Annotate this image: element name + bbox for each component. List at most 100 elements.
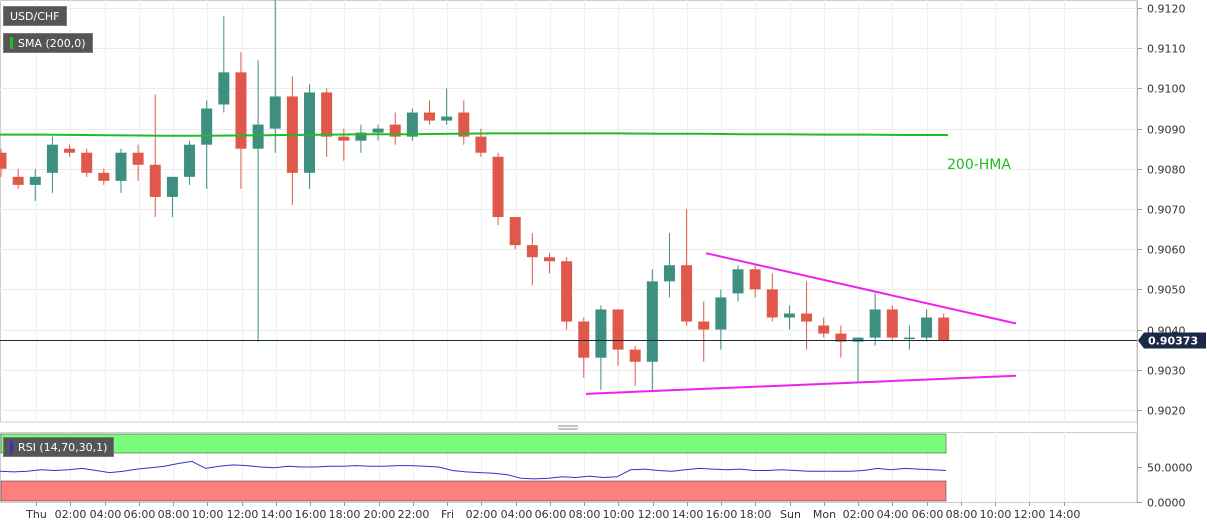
x-tick-label: 06:00 — [912, 508, 944, 521]
candle-body-up — [184, 144, 196, 177]
y-tick-label: 0.9110 — [1147, 43, 1186, 56]
x-tick-label: 02:00 — [466, 508, 498, 521]
candle-body-down — [801, 313, 813, 322]
candle-body-up — [115, 152, 127, 181]
support-trendline — [585, 374, 1017, 395]
candle-body-up — [355, 132, 367, 141]
candle-body-up — [852, 337, 864, 342]
candle-body-down — [818, 325, 830, 334]
candle-body-down — [698, 321, 710, 330]
rsi-tick-label: 50.0000 — [1147, 462, 1193, 475]
candle-body-down — [475, 136, 487, 153]
candle-body-up — [218, 72, 230, 105]
candle-body-down — [12, 176, 24, 185]
x-tick-label: 10:00 — [192, 508, 224, 521]
candle-body-down — [681, 265, 693, 322]
x-tick-label: Mon — [813, 508, 836, 521]
hma-200-label: 200-HMA — [947, 157, 1011, 173]
candle-body-down — [612, 309, 624, 350]
x-tick-label: 04:00 — [90, 508, 122, 521]
candle-body-up — [869, 309, 881, 338]
x-tick-label: 12:00 — [227, 508, 259, 521]
x-tick-label: 04:00 — [877, 508, 909, 521]
sma-color-swatch — [10, 37, 13, 49]
candle-body-down — [132, 152, 144, 165]
candle-body-down — [492, 156, 504, 218]
x-tick-label: 10:00 — [980, 508, 1012, 521]
y-tick-label: 0.9050 — [1147, 284, 1186, 297]
symbol-label: USD/CHF — [10, 10, 60, 23]
x-tick-label: Thu — [25, 508, 47, 521]
candle-body-down — [561, 261, 573, 322]
candle-body-up — [252, 124, 264, 149]
candle-body-down — [98, 172, 110, 181]
symbol-badge[interactable]: USD/CHF — [3, 6, 67, 26]
candle-body-up — [715, 297, 727, 330]
x-tick-label: 06:00 — [535, 508, 567, 521]
y-tick-label: 0.9070 — [1147, 204, 1186, 217]
rsi-indicator-badge[interactable]: RSI (14,70,30,1) — [3, 437, 115, 457]
candle-body-up — [372, 128, 384, 133]
rsi-overbought-zone — [0, 433, 947, 454]
x-tick-label: 08:00 — [946, 508, 978, 521]
x-tick-label: 02:00 — [843, 508, 875, 521]
candle-body-down — [835, 333, 847, 342]
x-tick-label: 14:00 — [672, 508, 704, 521]
candle-body-down — [321, 92, 333, 137]
candle-body-up — [166, 176, 178, 197]
hma-200-line — [0, 132, 948, 137]
candle-body-down — [458, 112, 470, 137]
rsi-line — [0, 460, 947, 480]
x-tick-label: 16:00 — [706, 508, 738, 521]
x-tick-label: 10:00 — [603, 508, 635, 521]
candle-body-up — [304, 92, 316, 173]
candle-body-down — [629, 349, 641, 362]
candle-body-up — [201, 108, 213, 145]
rsi-indicator-label: RSI (14,70,30,1) — [18, 441, 108, 454]
x-tick-label: 18:00 — [740, 508, 772, 521]
last-price-tag-label: 0.90373 — [1148, 335, 1198, 348]
y-tick-label: 0.9020 — [1147, 405, 1186, 418]
candle-body-up — [595, 309, 607, 358]
resistance-trendline — [705, 252, 1017, 325]
candle-body-down — [338, 136, 350, 141]
candle-body-down — [543, 257, 555, 262]
candle-body-down — [424, 112, 435, 121]
candle-body-down — [64, 148, 76, 153]
candle-body-up — [903, 337, 915, 340]
rsi-color-swatch — [10, 441, 13, 453]
candle-body-up — [269, 96, 281, 129]
candle-body-up — [663, 265, 675, 282]
candle-body-down — [526, 245, 538, 258]
x-tick-label: 08:00 — [158, 508, 190, 521]
x-tick-label: 22:00 — [398, 508, 430, 521]
sma-indicator-label: SMA (200,0) — [18, 37, 86, 50]
candle-body-up — [783, 313, 795, 318]
x-tick-label: Sun — [780, 508, 801, 521]
candle-body-up — [732, 269, 744, 294]
x-tick-label: 12:00 — [638, 508, 670, 521]
sma-indicator-badge[interactable]: SMA (200,0) — [3, 33, 93, 53]
candle-body-down — [235, 72, 247, 149]
x-tick-label: 08:00 — [569, 508, 601, 521]
last-price-tag-bg — [1138, 332, 1206, 349]
x-tick-label: 20:00 — [364, 508, 396, 521]
rsi-oversold-zone — [0, 480, 947, 502]
candle-body-down — [0, 152, 7, 169]
candle-body-down — [578, 321, 590, 358]
x-tick-label: 02:00 — [55, 508, 87, 521]
main-plot-frame — [0, 0, 1138, 423]
candle-body-up — [29, 176, 41, 185]
rsi-tick-label: 0.0000 — [1147, 497, 1186, 510]
y-tick-label: 0.9090 — [1147, 124, 1186, 137]
x-tick-label: 06:00 — [124, 508, 156, 521]
candle-body-down — [766, 289, 778, 318]
x-tick-label: 16:00 — [295, 508, 327, 521]
x-tick-label: 18:00 — [329, 508, 361, 521]
candle-body-down — [149, 164, 161, 197]
x-tick-label: 04:00 — [501, 508, 533, 521]
candle-body-up — [406, 112, 418, 137]
candle-body-up — [46, 144, 58, 173]
candle-body-down — [81, 152, 93, 173]
